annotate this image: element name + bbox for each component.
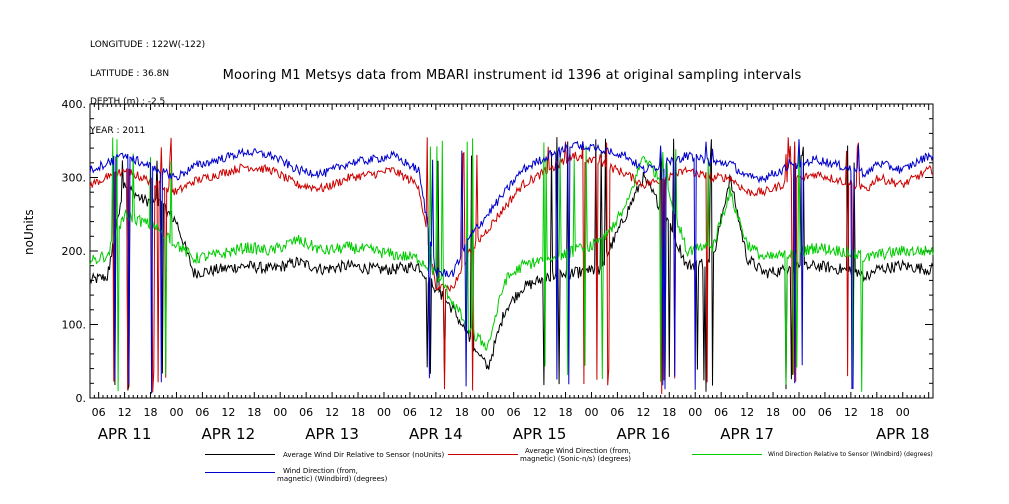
metadata-block: LONGITUDE : 122W(-122) LATITUDE : 36.8N …	[90, 22, 205, 146]
x-day-label: APR 14	[409, 425, 463, 443]
x-hour-label: 12	[533, 406, 547, 419]
chart-title: Mooring M1 Metsys data from MBARI instru…	[222, 68, 802, 83]
legend-swatch-black	[205, 454, 275, 455]
x-hour-label: 18	[870, 406, 884, 419]
longitude-text: LONGITUDE : 122W(-122)	[90, 40, 206, 50]
depth-text: DEPTH (m) : -2.5	[90, 97, 166, 107]
x-hour-label: 00	[688, 406, 702, 419]
latitude-text: LATITUDE : 36.8N	[90, 68, 170, 79]
y-tick-label: 0.	[76, 392, 87, 405]
y-tick-label: 100.	[62, 319, 87, 332]
x-hour-label: 06	[92, 406, 106, 419]
x-day-label: APR 13	[305, 425, 359, 443]
x-day-label: APR 11	[98, 425, 152, 443]
x-hour-label: 12	[221, 406, 235, 419]
year-text: YEAR : 2011	[90, 125, 146, 136]
x-hour-label: 06	[403, 406, 417, 419]
x-hour-label: 18	[662, 406, 676, 419]
x-hour-label: 00	[481, 406, 495, 419]
x-hour-label: 12	[740, 406, 754, 419]
x-hour-label: 06	[507, 406, 521, 419]
x-hour-label: 00	[584, 406, 598, 419]
x-day-label: APR 12	[202, 425, 256, 443]
legend-swatch-blue	[205, 472, 275, 473]
x-hour-label: 18	[247, 406, 261, 419]
x-hour-label: 18	[351, 406, 365, 419]
x-hour-label: 06	[714, 406, 728, 419]
y-tick-label: 200.	[62, 245, 87, 258]
x-hour-label: 06	[610, 406, 624, 419]
legend-swatch-green	[692, 454, 762, 455]
x-hour-label: 18	[559, 406, 573, 419]
x-hour-label: 12	[636, 406, 650, 419]
x-hour-label: 06	[195, 406, 209, 419]
legend-label-2b: magnetic) (Sonic-n/s) (degrees)	[520, 455, 632, 463]
x-hour-label: 12	[844, 406, 858, 419]
x-hour-label: 12	[429, 406, 443, 419]
series-line-3	[89, 137, 934, 392]
x-hour-label: 18	[766, 406, 780, 419]
x-hour-label: 00	[792, 406, 806, 419]
x-day-label: APR 16	[617, 425, 671, 443]
legend-swatch-red	[448, 454, 518, 455]
x-day-label: APR 17	[720, 425, 774, 443]
x-hour-label: 00	[273, 406, 287, 419]
x-hour-label: 06	[299, 406, 313, 419]
x-hour-label: 18	[455, 406, 469, 419]
y-tick-label: 300.	[62, 172, 87, 185]
x-hour-label: 12	[325, 406, 339, 419]
x-day-label: APR 15	[513, 425, 567, 443]
series-line-4	[89, 139, 934, 394]
legend-label-1: Average Wind Dir Relative to Sensor (noU…	[283, 451, 445, 459]
x-hour-label: 06	[818, 406, 832, 419]
x-hour-label: 00	[896, 406, 910, 419]
series-line-2	[89, 137, 934, 395]
legend-label-3: Wind Direction Relative to Sensor (Windb…	[768, 451, 933, 458]
x-hour-label: 18	[144, 406, 158, 419]
x-hour-label: 12	[118, 406, 132, 419]
legend-label-2a: Average Wind Direction (from,	[525, 447, 631, 455]
x-hour-label: 00	[169, 406, 183, 419]
y-tick-label: 400.	[62, 98, 87, 111]
legend-label-4a: Wind Direction (from,	[283, 467, 358, 475]
x-day-label: APR 18	[876, 425, 930, 443]
x-hour-label: 00	[377, 406, 391, 419]
legend-label-4b: magnetic) (Windbird) (degrees)	[277, 475, 388, 483]
